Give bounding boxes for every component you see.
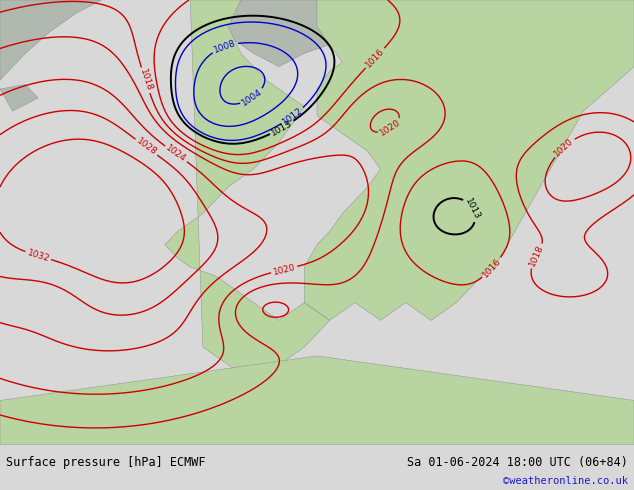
Polygon shape xyxy=(165,0,330,383)
Text: 1024: 1024 xyxy=(164,144,188,164)
Text: Surface pressure [hPa] ECMWF: Surface pressure [hPa] ECMWF xyxy=(6,456,206,469)
Text: 1020: 1020 xyxy=(553,136,576,158)
Text: 1012: 1012 xyxy=(281,106,304,126)
Text: 1016: 1016 xyxy=(481,256,503,279)
Polygon shape xyxy=(0,85,38,111)
Text: 1020: 1020 xyxy=(378,118,403,138)
Text: ©weatheronline.co.uk: ©weatheronline.co.uk xyxy=(503,476,628,487)
Text: 1020: 1020 xyxy=(272,263,296,276)
Polygon shape xyxy=(0,356,634,445)
Polygon shape xyxy=(228,0,431,67)
Text: 1032: 1032 xyxy=(26,248,51,264)
Text: 1008: 1008 xyxy=(212,39,237,55)
Polygon shape xyxy=(0,0,101,80)
Text: 1004: 1004 xyxy=(240,87,264,108)
Polygon shape xyxy=(304,0,634,320)
Text: 1018: 1018 xyxy=(527,244,545,268)
Text: 1013: 1013 xyxy=(270,118,294,137)
Text: 1018: 1018 xyxy=(138,68,153,93)
Text: 1013: 1013 xyxy=(463,197,482,221)
Text: Sa 01-06-2024 18:00 UTC (06+84): Sa 01-06-2024 18:00 UTC (06+84) xyxy=(407,456,628,469)
Text: 1028: 1028 xyxy=(134,137,158,158)
Text: 1016: 1016 xyxy=(364,47,386,70)
